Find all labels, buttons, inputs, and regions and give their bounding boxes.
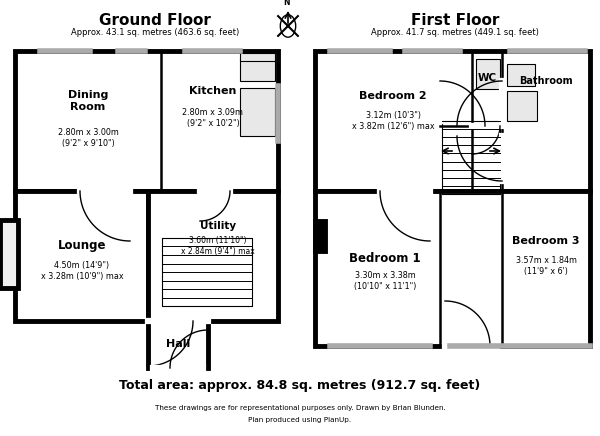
Bar xyxy=(442,121,500,194)
Text: Total area: approx. 84.8 sq. metres (912.7 sq. feet): Total area: approx. 84.8 sq. metres (912… xyxy=(119,379,481,392)
Text: Plan produced using PlanUp.: Plan produced using PlanUp. xyxy=(248,417,352,423)
Text: Kitchen: Kitchen xyxy=(190,86,236,96)
Text: Bathroom: Bathroom xyxy=(519,76,573,86)
Bar xyxy=(507,64,535,86)
Text: 3.60m (11'10")
x 2.84m (9'4") max: 3.60m (11'10") x 2.84m (9'4") max xyxy=(181,235,255,256)
Text: 4.50m (14'9")
x 3.28m (10'9") max: 4.50m (14'9") x 3.28m (10'9") max xyxy=(41,261,124,281)
Text: Bedroom 3: Bedroom 3 xyxy=(512,236,580,246)
Bar xyxy=(148,191,278,321)
Bar xyxy=(240,88,275,136)
Bar xyxy=(15,51,278,191)
Bar xyxy=(240,53,275,61)
Bar xyxy=(315,221,325,251)
Text: These drawings are for representational purposes only. Drawn by Brian Blunden.: These drawings are for representational … xyxy=(155,405,445,411)
Text: Bedroom 2: Bedroom 2 xyxy=(359,91,427,101)
Text: Dining
Room: Dining Room xyxy=(68,90,108,112)
Text: Utility: Utility xyxy=(200,221,236,231)
Text: 3.57m x 1.84m
(11'9" x 6'): 3.57m x 1.84m (11'9" x 6') xyxy=(515,255,577,276)
Text: Hall: Hall xyxy=(166,339,190,349)
Bar xyxy=(315,191,590,346)
Bar xyxy=(476,59,500,89)
Text: WC: WC xyxy=(478,73,497,83)
Bar xyxy=(240,59,275,81)
Text: First Floor: First Floor xyxy=(411,14,499,28)
Bar xyxy=(148,321,208,368)
Text: Approx. 43.1 sq. metres (463.6 sq. feet): Approx. 43.1 sq. metres (463.6 sq. feet) xyxy=(71,28,239,37)
Bar xyxy=(315,51,590,191)
Text: N: N xyxy=(283,0,289,7)
Bar xyxy=(0,220,18,288)
Text: Ground Floor: Ground Floor xyxy=(99,14,211,28)
Text: 3.12m (10'3")
x 3.82m (12'6") max: 3.12m (10'3") x 3.82m (12'6") max xyxy=(352,111,434,131)
Text: Lounge: Lounge xyxy=(58,239,106,252)
Text: Bedroom 1: Bedroom 1 xyxy=(349,252,421,265)
Text: 3.30m x 3.38m
(10'10" x 11'1"): 3.30m x 3.38m (10'10" x 11'1") xyxy=(354,271,416,291)
Text: 2.80m x 3.09m
(9'2" x 10'2"): 2.80m x 3.09m (9'2" x 10'2") xyxy=(182,108,244,128)
Text: Approx. 41.7 sq. metres (449.1 sq. feet): Approx. 41.7 sq. metres (449.1 sq. feet) xyxy=(371,28,539,37)
Bar xyxy=(15,191,148,321)
Text: 2.80m x 3.00m
(9'2" x 9'10"): 2.80m x 3.00m (9'2" x 9'10") xyxy=(58,128,118,148)
Bar xyxy=(507,91,537,121)
Bar xyxy=(162,238,252,306)
